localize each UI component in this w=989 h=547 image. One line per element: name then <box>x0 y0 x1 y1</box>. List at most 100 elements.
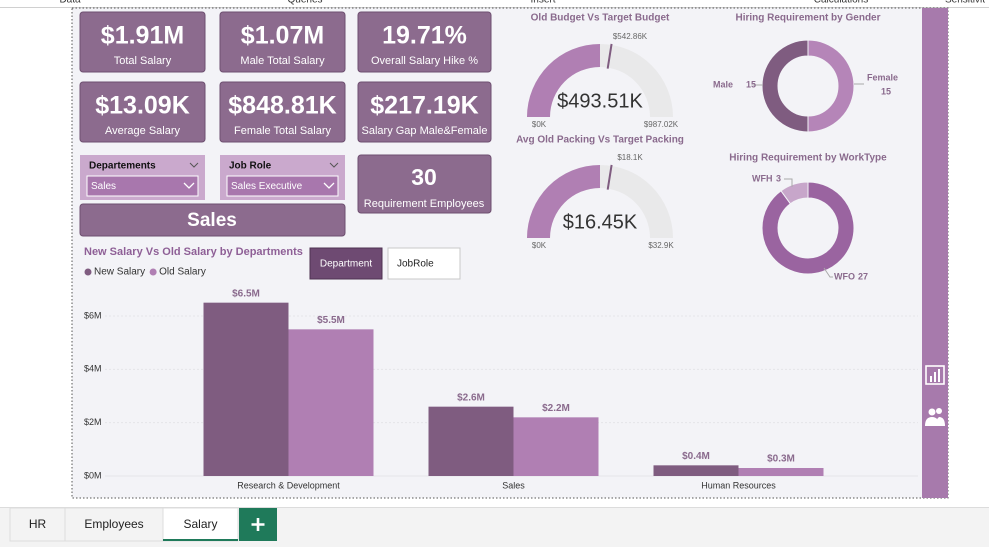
donut-title: Hiring Requirement by WorkType <box>729 153 887 164</box>
side-pane[interactable] <box>922 8 948 498</box>
slicer-chevron <box>329 162 339 168</box>
x-tick-label: Sales <box>502 480 525 490</box>
kpi-value: $13.09K <box>95 92 190 120</box>
gauge-max-label: $987.02K <box>644 120 679 129</box>
x-tick-label: Human Resources <box>701 480 776 490</box>
tab-label: HR <box>29 517 47 531</box>
legend-swatch <box>84 268 92 276</box>
gauge-value <box>527 44 600 117</box>
ribbon-label: Data <box>59 0 81 6</box>
page-tab[interactable] <box>162 507 239 542</box>
kpi-value: $1.91M <box>101 22 184 50</box>
x-tick-label: Research & Development <box>237 480 340 490</box>
slicer-selected: Sales <box>91 181 116 192</box>
page-tab[interactable] <box>64 507 164 542</box>
legend-label: Old Salary <box>159 267 206 278</box>
kpi-card <box>219 81 346 143</box>
kpi-label: Male Total Salary <box>240 55 325 67</box>
gauge-value-label: $16.45K <box>563 211 638 233</box>
donut-slice <box>807 39 855 133</box>
bar[interactable] <box>738 468 824 476</box>
slicer-dropdown[interactable] <box>226 175 339 197</box>
legend-label: New Salary <box>94 267 145 278</box>
kpi-card <box>357 11 492 73</box>
gauge-min-label: $0K <box>532 241 547 250</box>
ribbon-label: Calculations <box>814 0 868 6</box>
slicer-selected: Sales Executive <box>231 181 303 192</box>
requirement-label: Requirement Employees <box>364 198 485 210</box>
donut-value: 27 <box>858 271 868 281</box>
y-tick-label: $4M <box>84 364 102 374</box>
gauge-max-label: $32.9K <box>648 241 674 250</box>
data-label: $2.2M <box>542 403 570 414</box>
donut-slice <box>761 39 809 133</box>
data-label: $2.6M <box>457 392 485 403</box>
donut-category: Male <box>713 79 733 89</box>
donut-value: 15 <box>881 86 891 96</box>
kpi-value: $217.19K <box>370 92 478 120</box>
y-tick-label: $2M <box>84 417 102 427</box>
tab-label: Employees <box>84 517 143 531</box>
selected-title-card <box>79 203 346 237</box>
donut-value: 3 <box>776 173 781 183</box>
gauge-target-label: $18.1K <box>617 153 643 162</box>
department-button[interactable] <box>309 247 383 280</box>
donut-slice <box>780 181 809 205</box>
kpi-label: Overall Salary Hike % <box>371 55 478 67</box>
people-icon[interactable] <box>925 408 945 426</box>
donut-title: Hiring Requirement by Gender <box>735 13 880 24</box>
slicer-chevron <box>189 162 199 168</box>
requirement-value: 30 <box>411 164 437 190</box>
ribbon-label: Insert <box>530 0 555 6</box>
gauge-target-label: $542.86K <box>613 32 648 41</box>
kpi-card <box>79 11 206 73</box>
kpi-card <box>219 11 346 73</box>
dropdown-chevron <box>323 182 335 189</box>
kpi-value: 19.71% <box>382 22 467 50</box>
donut-value: 15 <box>746 79 756 89</box>
kpi-label: Salary Gap Male&Female <box>362 125 488 137</box>
dropdown-chevron <box>183 182 195 189</box>
donut-category: WFH <box>752 173 773 183</box>
kpi-value: $1.07M <box>241 22 324 50</box>
y-tick-label: $0M <box>84 470 102 480</box>
bar[interactable] <box>513 417 599 476</box>
ribbon-label: Queries <box>287 0 322 6</box>
tab-label: Salary <box>183 517 217 531</box>
donut-category: WFO <box>834 271 855 281</box>
ribbon-label: Sensitivit <box>945 0 985 6</box>
data-label: $5.5M <box>317 315 345 326</box>
data-label: $0.4M <box>682 451 710 462</box>
kpi-label: Female Total Salary <box>234 125 332 137</box>
slicer-label: Job Role <box>229 161 272 172</box>
selected-title: Sales <box>187 210 237 231</box>
gauge-title: Old Budget Vs Target Budget <box>531 13 670 24</box>
donut-slice <box>761 181 855 275</box>
kpi-label: Average Salary <box>105 125 181 137</box>
bar[interactable] <box>288 329 374 476</box>
gauge-target <box>606 43 613 69</box>
kpi-value: $848.81K <box>228 92 336 120</box>
button-label: Department <box>320 259 372 270</box>
requirement-card <box>357 154 492 214</box>
kpi-card <box>357 81 492 143</box>
visual-icon[interactable] <box>925 365 945 385</box>
add-icon <box>251 518 265 531</box>
ribbon-strip <box>0 0 989 8</box>
kpi-label: Total Salary <box>114 55 172 67</box>
donut-category: Female <box>867 72 898 82</box>
gauge-min-label: $0K <box>532 120 547 129</box>
button-label: JobRole <box>397 259 434 270</box>
legend-swatch <box>149 268 157 276</box>
gauge-value <box>527 165 600 238</box>
y-tick-label: $6M <box>84 310 102 320</box>
slicer-dropdown[interactable] <box>86 175 199 197</box>
bar[interactable] <box>428 406 514 476</box>
data-label: $0.3M <box>767 454 795 465</box>
jobrole-button[interactable] <box>387 247 461 280</box>
kpi-card <box>79 81 206 143</box>
gauge-title: Avg Old Packing Vs Target Packing <box>516 135 684 146</box>
bar[interactable] <box>203 302 289 476</box>
bar[interactable] <box>653 465 739 476</box>
